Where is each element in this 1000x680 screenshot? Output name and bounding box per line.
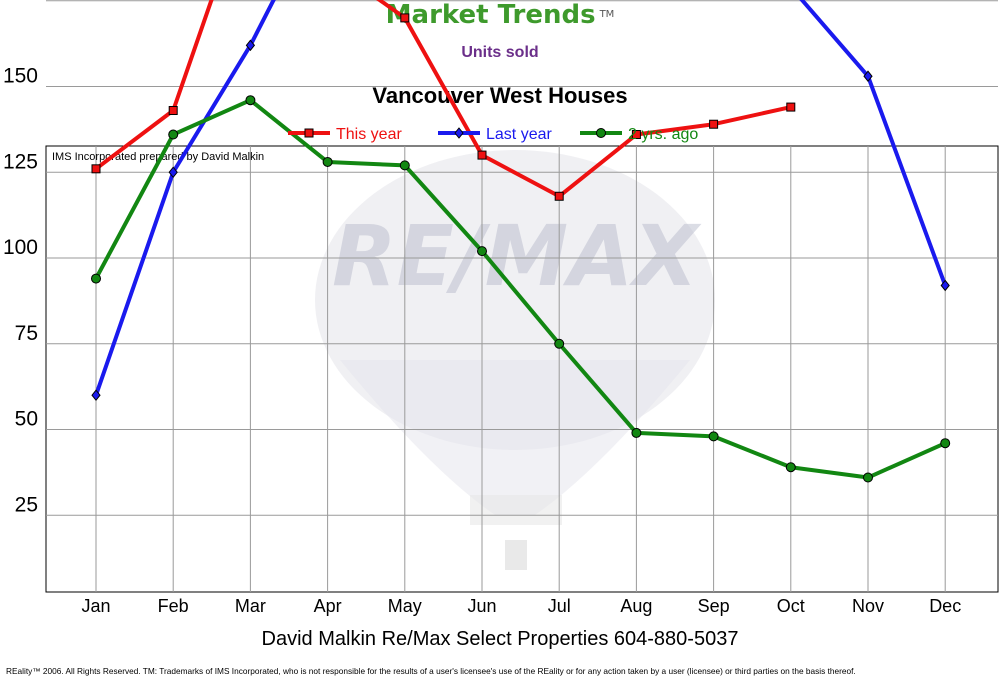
x-tick-label: Jan — [81, 596, 110, 616]
series-lines — [91, 0, 951, 483]
data-point — [245, 39, 256, 52]
legend-swatch-marker — [304, 128, 314, 138]
remax-balloon-watermark: RE/MAX — [315, 150, 715, 570]
series-line — [94, 0, 792, 199]
y-tick-label: 100 — [3, 236, 38, 259]
data-point — [940, 279, 950, 292]
data-point — [91, 389, 101, 402]
x-tick-label: Sep — [698, 596, 730, 616]
watermark-logo-text: RE/MAX — [332, 207, 702, 305]
y-tick-label: 125 — [3, 150, 38, 173]
series-2-yrs-ago — [91, 95, 951, 483]
y-tick-label: 75 — [15, 322, 38, 345]
legend: This year Last year 2 yrs. ago — [288, 126, 698, 143]
y-tick-label: 175 — [3, 0, 38, 2]
x-tick-label: Mar — [235, 596, 266, 616]
series-line — [94, 98, 947, 480]
y-axis-ticks: 255075100125150175200225250 — [3, 0, 38, 516]
series-this-year — [91, 0, 796, 201]
x-tick-label: Jul — [548, 596, 571, 616]
x-tick-label: Jun — [467, 596, 496, 616]
data-point — [168, 166, 178, 179]
data-point — [631, 130, 641, 140]
legend-item: 2 yrs. ago — [580, 126, 698, 143]
legend-label: Last year — [486, 126, 552, 143]
data-point — [477, 246, 487, 257]
chart-subtitle: Units sold — [461, 44, 539, 61]
x-tick-label: Feb — [158, 596, 189, 616]
data-point — [168, 129, 179, 140]
x-tick-label: May — [388, 596, 422, 616]
x-tick-label: Apr — [314, 596, 342, 616]
footer-contact: David Malkin Re/Max Select Properties 60… — [261, 628, 739, 650]
legend-label: This year — [336, 126, 402, 143]
balloon-band — [470, 495, 562, 525]
brand-name: Market Trends — [385, 0, 596, 30]
data-point — [708, 431, 719, 442]
data-point — [245, 95, 256, 106]
data-point — [863, 70, 873, 83]
data-point — [322, 156, 333, 167]
legend-item: Last year — [438, 126, 552, 143]
balloon-lower — [340, 360, 690, 515]
data-point — [554, 191, 564, 201]
y-tick-label: 25 — [15, 493, 38, 516]
legal-notice: REality™ 2006. All Rights Reserved. TM: … — [6, 666, 856, 676]
series-last-year — [91, 0, 950, 402]
series-line — [94, 0, 948, 396]
balloon-basket — [505, 540, 527, 570]
data-point — [940, 438, 951, 449]
data-point — [709, 119, 719, 129]
x-tick-label: Dec — [929, 596, 961, 616]
y-tick-label: 50 — [15, 408, 38, 431]
x-tick-label: Oct — [777, 596, 805, 616]
data-point — [400, 13, 410, 23]
x-axis-ticks: Jan Feb Mar Apr May Jun Jul Aug Sep Oct Nov Dec — [81, 596, 961, 616]
data-point — [785, 462, 796, 473]
x-tick-label: Nov — [852, 596, 884, 616]
data-point — [91, 273, 101, 284]
data-point — [399, 160, 410, 171]
data-point — [863, 472, 873, 483]
grid-lines — [46, 0, 998, 592]
y-tick-label: 150 — [3, 65, 38, 88]
x-tick-label: Aug — [620, 596, 652, 616]
legend-label: 2 yrs. ago — [628, 126, 698, 143]
trademark-mark: TM — [599, 9, 615, 20]
legend-swatch-marker — [454, 127, 464, 139]
legend-item: This year — [288, 126, 402, 143]
chart-title: Vancouver West Houses — [372, 83, 628, 108]
data-point — [554, 338, 565, 349]
data-point — [168, 106, 178, 116]
brand-logo: Market Trends TM — [0, 0, 1000, 30]
data-point — [91, 164, 101, 174]
plot-area — [45, 145, 999, 593]
data-point — [631, 427, 642, 438]
legend-swatch-marker — [596, 128, 606, 138]
data-point — [477, 150, 487, 160]
data-point — [786, 102, 796, 112]
